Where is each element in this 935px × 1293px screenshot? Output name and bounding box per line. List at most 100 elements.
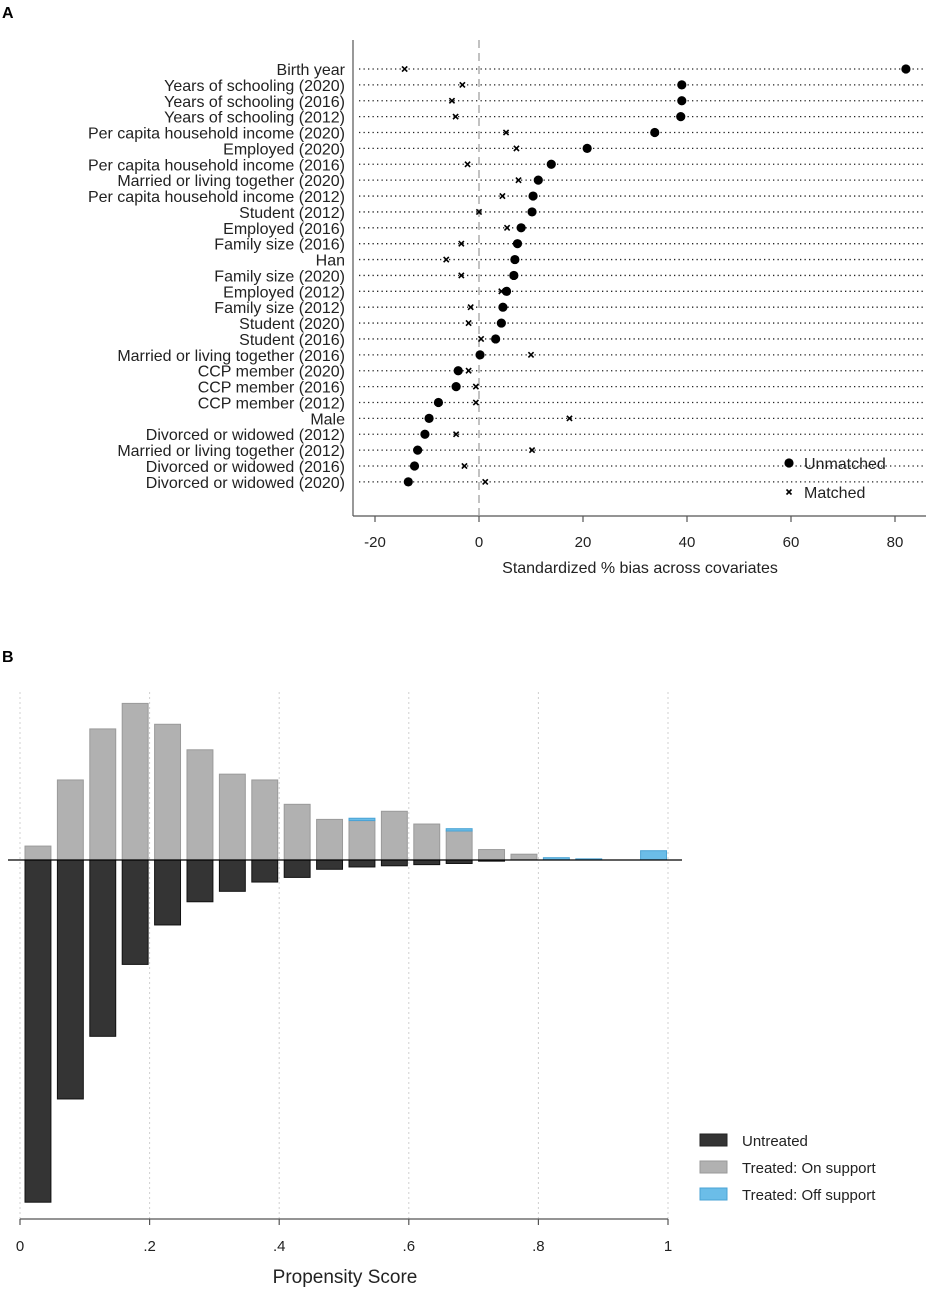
bar-on-support-6: [218, 773, 246, 861]
unmatched-point-han: [510, 254, 520, 265]
bar-untreated-1: [56, 859, 84, 1100]
covariate-label-ccp-member-2012: CCP member (2012): [198, 395, 345, 412]
covariate-label-ccp-member-2016: CCP member (2016): [198, 380, 345, 397]
covariate-label-employed-2016: Employed (2016): [223, 221, 345, 238]
bar-off-support-10: [348, 817, 376, 822]
matched-point-male: [566, 415, 573, 422]
bar-on-support-15: [510, 853, 538, 861]
covariate-label-married-or-living-together-2020: Married or living together (2020): [117, 173, 345, 190]
bar-on-support-0: [24, 845, 52, 861]
panel-b-bars: [24, 702, 668, 1203]
covariate-label-per-capita-household-income-2020: Per capita household income (2020): [88, 126, 345, 143]
matched-point-divorced-or-widowed-2016: [461, 462, 468, 470]
unmatched-point-divorced-or-widowed-2016: [409, 461, 420, 471]
covariate-label-employed-2020: Employed (2020): [223, 141, 345, 158]
matched-stroke-b: [461, 462, 468, 470]
unmatched-point-years-of-schooling-2016: [677, 96, 687, 106]
matched-point-student-2020: [465, 319, 472, 327]
unmatched-point-birth-year: [901, 64, 911, 74]
matched-stroke-b: [503, 224, 511, 231]
bar-on-support-7: [251, 779, 279, 861]
matched-stroke-b: [477, 335, 485, 343]
covariate-label-years-of-schooling-2012: Years of schooling (2012): [164, 110, 345, 127]
bar-untreated-11: [380, 859, 408, 867]
bar-on-support-14: [478, 849, 506, 861]
matched-point-years-of-schooling-2020: [459, 81, 466, 89]
bar-on-support-11: [380, 810, 408, 861]
unmatched-point-divorced-or-widowed-2020: [403, 477, 413, 487]
covariate-label-divorced-or-widowed-2016: Divorced or widowed (2016): [146, 459, 345, 476]
unmatched-point-employed-2012: [501, 286, 512, 296]
unmatched-point-family-size-2020: [509, 270, 519, 281]
matched-stroke-b: [475, 208, 483, 216]
unmatched-point-per-capita-household-income-2020: [650, 127, 660, 138]
b-x-tick-label-3: .6: [403, 1238, 416, 1255]
matched-stroke-b: [472, 399, 480, 406]
bar-untreated-8: [283, 859, 311, 878]
bar-on-support-9: [316, 818, 344, 861]
matched-point-family-size-2020: [458, 272, 465, 279]
unmatched-point-years-of-schooling-2012: [676, 112, 686, 122]
covariate-label-divorced-or-widowed-2020: Divorced or widowed (2020): [146, 475, 345, 492]
x-tick-label-1: 0: [475, 534, 483, 551]
bar-untreated-7: [251, 859, 279, 883]
bar-untreated-12: [413, 859, 441, 866]
matched-point-married-or-living-together-2012: [528, 446, 536, 454]
matched-stroke-b: [401, 65, 408, 73]
matched-stroke-b: [502, 129, 510, 136]
matched-stroke-b: [448, 97, 456, 104]
matched-stroke-b: [515, 176, 522, 184]
covariate-label-employed-2012: Employed (2012): [223, 284, 345, 301]
legend-matched-label: Matched: [804, 485, 865, 502]
matched-point-employed-2016: [503, 224, 511, 231]
covariate-label-student-2020: Student (2020): [239, 316, 345, 333]
unmatched-point-per-capita-household-income-2016: [546, 159, 556, 169]
matched-stroke-b: [566, 415, 573, 422]
bar-on-support-8: [283, 803, 311, 861]
panel-b-label: B: [2, 649, 14, 666]
matched-point-per-capita-household-income-2012: [499, 192, 506, 200]
legend-off-support-label: Treated: Off support: [742, 1187, 876, 1204]
covariate-label-married-or-living-together-2012: Married or living together (2012): [117, 443, 345, 460]
matched-point-han: [443, 256, 450, 263]
matched-point-divorced-or-widowed-2020: [482, 478, 489, 486]
x-tick-label-5: 80: [887, 534, 904, 551]
unmatched-point-family-size-2012: [498, 302, 508, 312]
matched-point-ccp-member-2012: [472, 399, 480, 406]
bar-on-support-10: [348, 820, 376, 861]
covariate-label-student-2012: Student (2012): [239, 205, 345, 222]
matched-point-ccp-member-2020: [465, 367, 472, 374]
legend-unmatched-marker: [784, 458, 794, 468]
matched-stroke-b: [459, 81, 466, 89]
panel-a-marks: [401, 64, 911, 487]
legend-untreated-swatch: [699, 1133, 728, 1147]
matched-stroke-b: [452, 431, 460, 438]
unmatched-point-years-of-schooling-2020: [677, 80, 687, 90]
bar-off-support-13: [445, 828, 473, 832]
matched-stroke-b: [443, 256, 450, 263]
matched-stroke-b: [458, 240, 465, 247]
x-tick-label-0: -20: [364, 534, 386, 551]
b-x-tick-label-0: 0: [16, 1238, 24, 1255]
b-x-tick-label-4: .8: [532, 1238, 545, 1255]
matched-stroke-b: [458, 272, 465, 279]
matched-stroke-b: [464, 161, 471, 168]
matched-point-ccp-member-2016: [472, 383, 480, 390]
unmatched-point-ccp-member-2012: [433, 397, 444, 408]
panel-a-label: A: [2, 5, 14, 22]
panel-b: B 0 .2 .4 .6 .8 1 Propensity Score Untreated …: [2, 649, 877, 1288]
covariate-label-per-capita-household-income-2012: Per capita household income (2012): [88, 189, 345, 206]
covariate-label-years-of-schooling-2016: Years of schooling (2016): [164, 94, 345, 111]
bar-on-support-13: [445, 830, 473, 861]
bar-untreated-3: [121, 859, 149, 965]
unmatched-point-family-size-2016: [512, 239, 523, 249]
matched-point-employed-2020: [513, 145, 520, 152]
unmatched-point-married-or-living-together-2016: [475, 350, 485, 360]
panel-a-x-axis-title: Standardized % bias across covariates: [502, 560, 778, 577]
bar-untreated-5: [186, 859, 214, 903]
matched-point-family-size-2012: [467, 304, 474, 311]
b-x-tick-label-2: .4: [273, 1238, 286, 1255]
matched-point-student-2012: [475, 208, 483, 216]
unmatched-point-divorced-or-widowed-2012: [420, 429, 430, 439]
